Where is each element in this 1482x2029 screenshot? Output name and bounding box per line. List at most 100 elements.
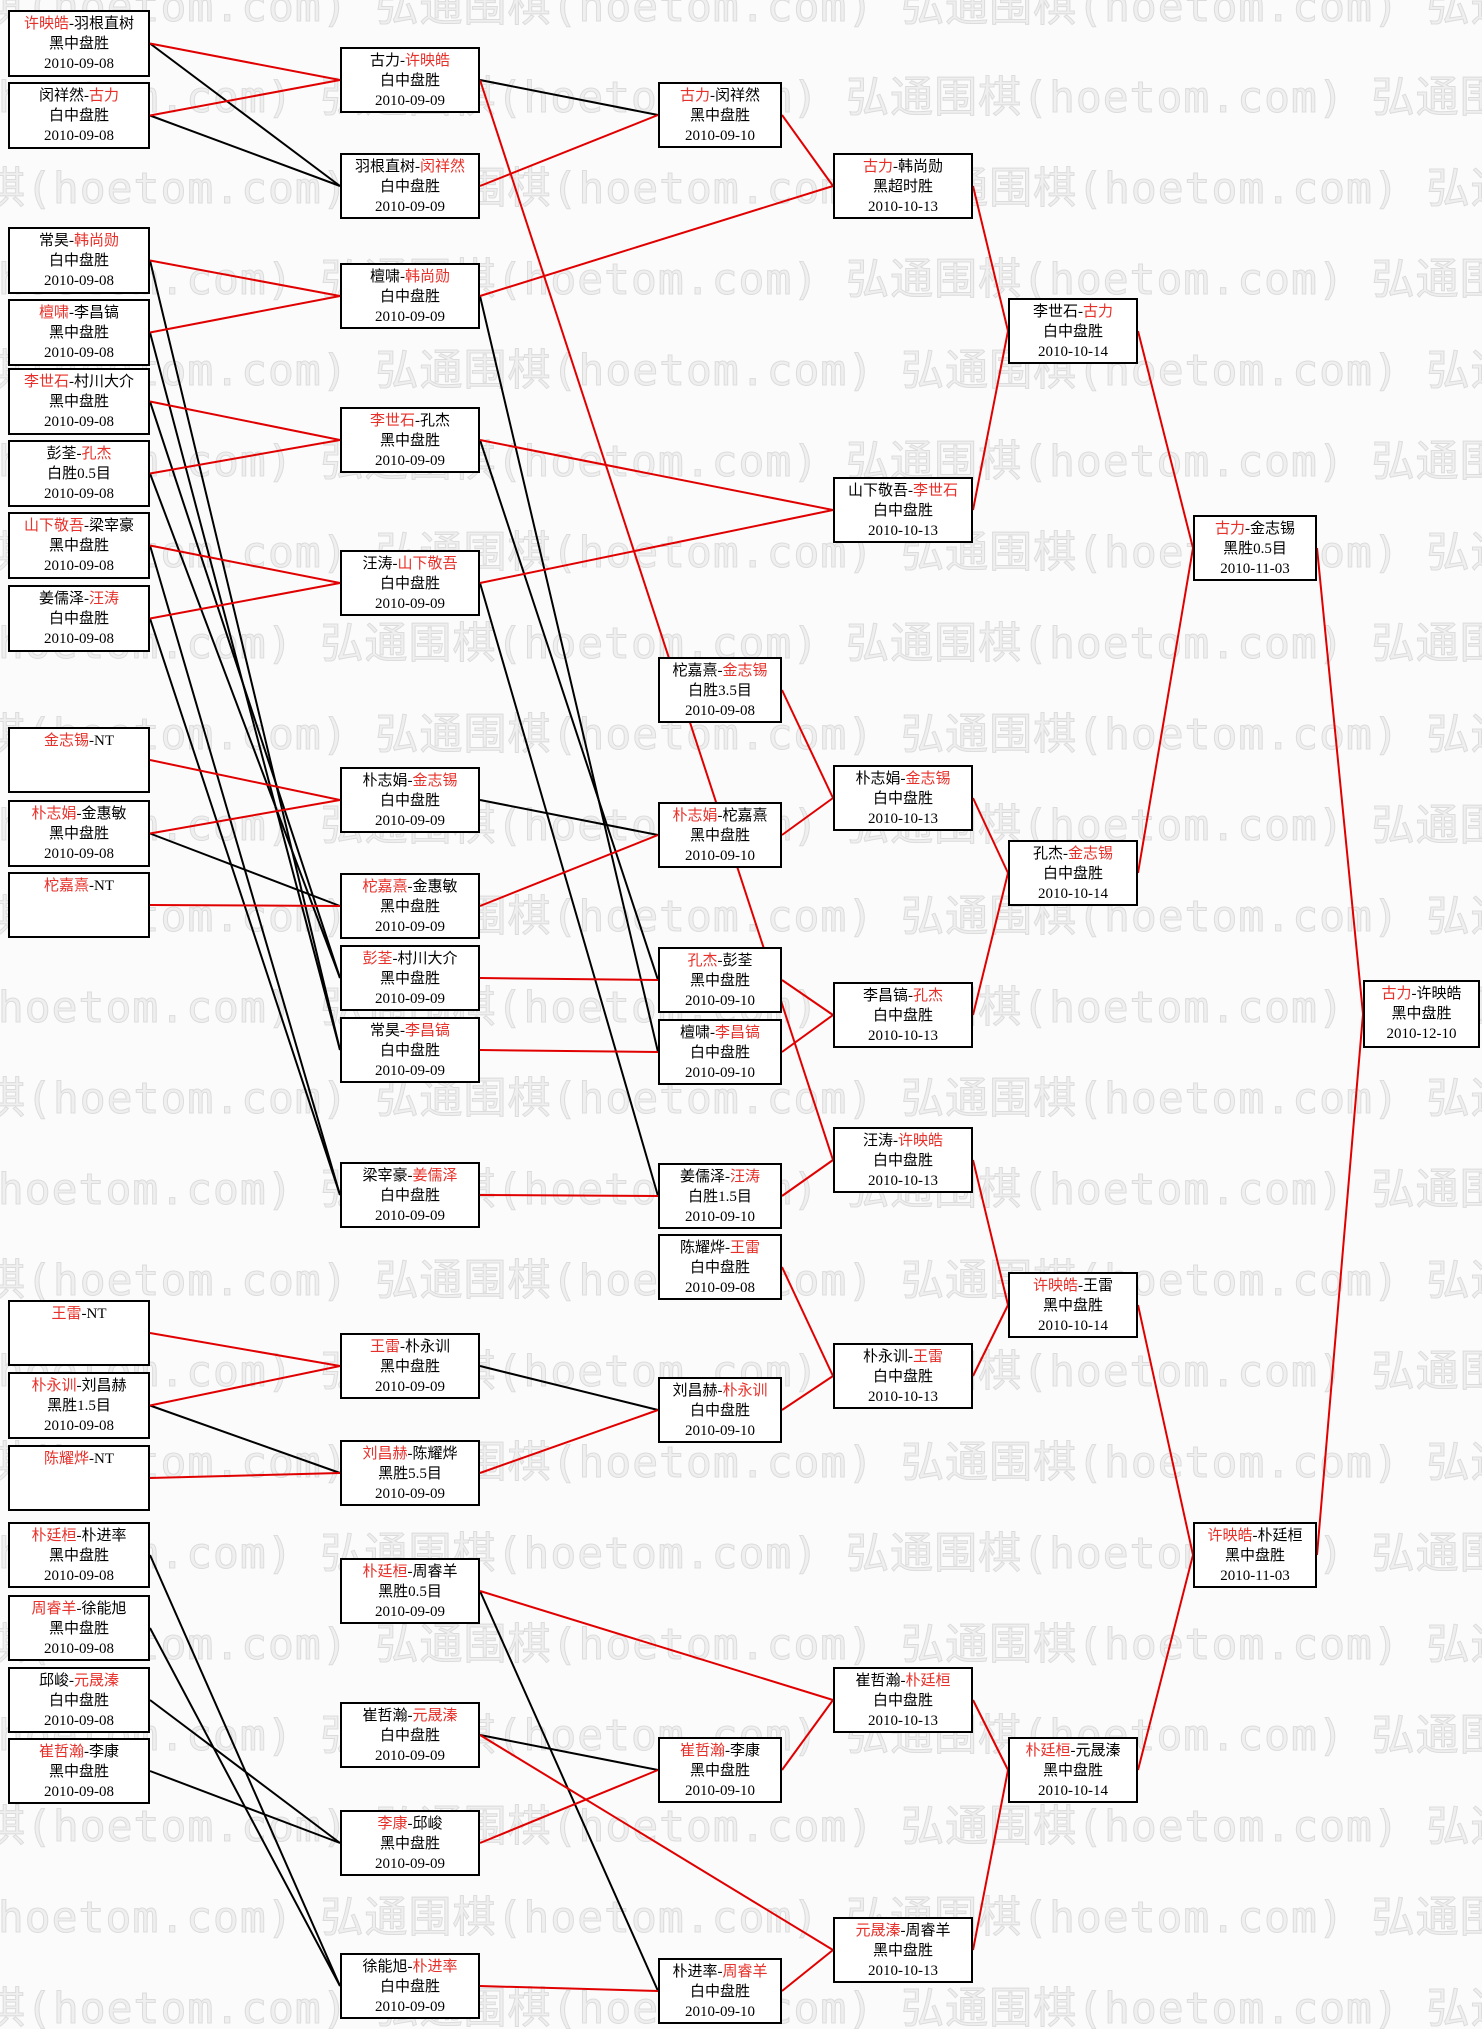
match-players: 汪涛-许映皓 (835, 1131, 971, 1151)
match-box-B16: 徐能旭-朴进率 白中盘胜 2010-09-09 (340, 1953, 480, 2019)
player2-name: 金志锡 (905, 771, 951, 787)
players-separator: - (900, 1923, 906, 1939)
match-result: 白胜3.5目 (688, 683, 752, 699)
winner-path-line-C10-D8 (781, 1949, 834, 1992)
match-result: 白中盘胜 (689, 1403, 750, 1419)
player2-name: 王雷 (913, 1349, 944, 1365)
player2-name: 彭荃 (722, 953, 753, 969)
match-box-C5: 檀啸-李昌镐 白中盘胜 2010-09-10 (658, 1019, 782, 1085)
player1-name: 古力 (862, 159, 893, 175)
match-date (10, 771, 148, 791)
match-result: 白中盘胜 (1042, 866, 1103, 882)
match-players: 许映皓-朴廷桓 (1195, 1526, 1315, 1546)
match-result: 白中盘胜 (379, 1979, 440, 1995)
player2-name: 羽根直树 (74, 16, 135, 32)
player2-name: NT (86, 1306, 107, 1322)
player2-name: 朴永训 (722, 1383, 768, 1399)
match-box-D7: 崔哲瀚-朴廷桓 白中盘胜 2010-10-13 (833, 1667, 973, 1733)
player2-name: 朴进率 (412, 1959, 458, 1975)
match-players: 王雷-朴永训 (342, 1337, 478, 1357)
match-box-C7: 陈耀烨-王雷 白中盘胜 2010-09-08 (658, 1234, 782, 1300)
player1-name: 王雷 (51, 1306, 82, 1322)
player1-name: 朴廷桓 (362, 1564, 408, 1580)
match-box-A11: 柁嘉熹-NT (8, 872, 150, 938)
match-result: 黑胜0.5目 (378, 1584, 442, 1600)
players-separator: - (89, 733, 94, 749)
players-separator: - (900, 771, 906, 787)
match-players: 刘昌赫-朴永训 (660, 1381, 780, 1401)
match-players: 古力-闵祥然 (660, 86, 780, 106)
player1-name: 孔杰 (1032, 846, 1063, 862)
player1-name: 李昌镐 (862, 988, 908, 1004)
match-players: 羽根直树-闵祥然 (342, 157, 478, 177)
match-box-F1: 古力-金志锡 黑胜0.5目 2010-11-03 (1193, 515, 1317, 581)
winner-path-line-B13-D7 (479, 1590, 834, 1701)
match-box-B1: 古力-许映皓 白中盘胜 2010-09-09 (340, 47, 480, 113)
player2-name: 村川大介 (74, 374, 135, 390)
loser-path-line-A10-B7 (149, 832, 341, 907)
match-result: 黑胜1.5目 (47, 1398, 111, 1414)
match-players: 柁嘉熹-NT (10, 876, 148, 896)
match-result (10, 1469, 148, 1489)
winner-path-line-B5-D2 (479, 509, 834, 584)
match-date: 2010-09-09 (375, 199, 445, 215)
match-box-A5: 李世石-村川大介 黑中盘胜 2010-09-08 (8, 368, 150, 435)
winner-path-line-D4-E2 (972, 872, 1009, 1016)
match-box-B3: 檀啸-韩尚勋 白中盘胜 2010-09-09 (340, 263, 480, 329)
players-separator: - (76, 806, 82, 822)
match-box-D4: 李昌镐-孔杰 白中盘胜 2010-10-13 (833, 982, 973, 1048)
match-result: 白胜1.5目 (688, 1189, 752, 1205)
match-result (10, 896, 148, 916)
player2-name: 朴廷桓 (1257, 1528, 1303, 1544)
match-date: 2010-10-13 (868, 1963, 938, 1979)
winner-path-line-E1-F1 (1137, 330, 1194, 549)
winner-path-line-A6-B4 (149, 439, 341, 475)
loser-path-line-B3-C5 (479, 295, 659, 1053)
match-date: 2010-09-09 (375, 1063, 445, 1079)
players-separator: - (893, 159, 898, 175)
players-separator: - (407, 1168, 413, 1184)
match-result: 白中盘胜 (379, 1043, 440, 1059)
match-result: 黑中盘胜 (689, 973, 750, 989)
player1-name: 檀啸 (369, 269, 400, 285)
winner-path-line-C6-D5 (781, 1159, 834, 1197)
match-date: 2010-10-13 (868, 199, 938, 215)
loser-path-line-A5-B8 (149, 401, 341, 979)
player2-name: 金志锡 (1068, 846, 1114, 862)
match-result: 白中盘胜 (379, 73, 440, 89)
player1-name: 徐能旭 (362, 1959, 408, 1975)
match-result: 白中盘胜 (872, 1153, 933, 1169)
match-players: 许映皓-王雷 (1010, 1276, 1136, 1296)
match-box-A2: 闵祥然-古力 白中盘胜 2010-09-08 (8, 82, 150, 149)
match-players: 朴进率-周睿羊 (660, 1962, 780, 1982)
player2-name: 李昌镐 (405, 1023, 451, 1039)
match-box-A8: 姜儒泽-汪涛 白中盘胜 2010-09-08 (8, 585, 150, 652)
winner-path-line-D3-E2 (972, 797, 1009, 874)
match-date: 2010-09-10 (685, 993, 755, 1009)
match-date: 2010-09-09 (375, 919, 445, 935)
match-players: 汪涛-山下敬吾 (342, 554, 478, 574)
match-result (10, 751, 148, 771)
match-date: 2010-09-10 (685, 1783, 755, 1799)
match-result: 白中盘胜 (379, 793, 440, 809)
players-separator: - (69, 16, 74, 32)
match-box-A12: 王雷-NT (8, 1300, 150, 1366)
match-date: 2010-09-10 (685, 2004, 755, 2020)
player2-name: 闵祥然 (715, 88, 761, 104)
match-result: 黑中盘胜 (872, 1943, 933, 1959)
winner-path-line-B7-C3 (479, 834, 659, 907)
match-players: 檀啸-李昌镐 (10, 303, 148, 323)
player2-name: 汪涛 (730, 1169, 761, 1185)
winner-path-line-A7-B5 (149, 544, 341, 584)
player1-name: 周睿羊 (31, 1601, 77, 1617)
player1-name: 崔哲瀚 (38, 1744, 84, 1760)
player1-name: 刘昌赫 (672, 1383, 718, 1399)
match-players: 朴志娟-金惠敏 (10, 804, 148, 824)
winner-path-line-B4-D2 (479, 439, 834, 511)
players-separator: - (400, 1339, 405, 1355)
match-players: 朴廷桓-周睿羊 (342, 1562, 478, 1582)
match-box-A18: 崔哲瀚-李康 黑中盘胜 2010-09-08 (8, 1738, 150, 1804)
winner-path-line-A2-B1 (149, 79, 341, 117)
match-date: 2010-09-09 (375, 93, 445, 109)
